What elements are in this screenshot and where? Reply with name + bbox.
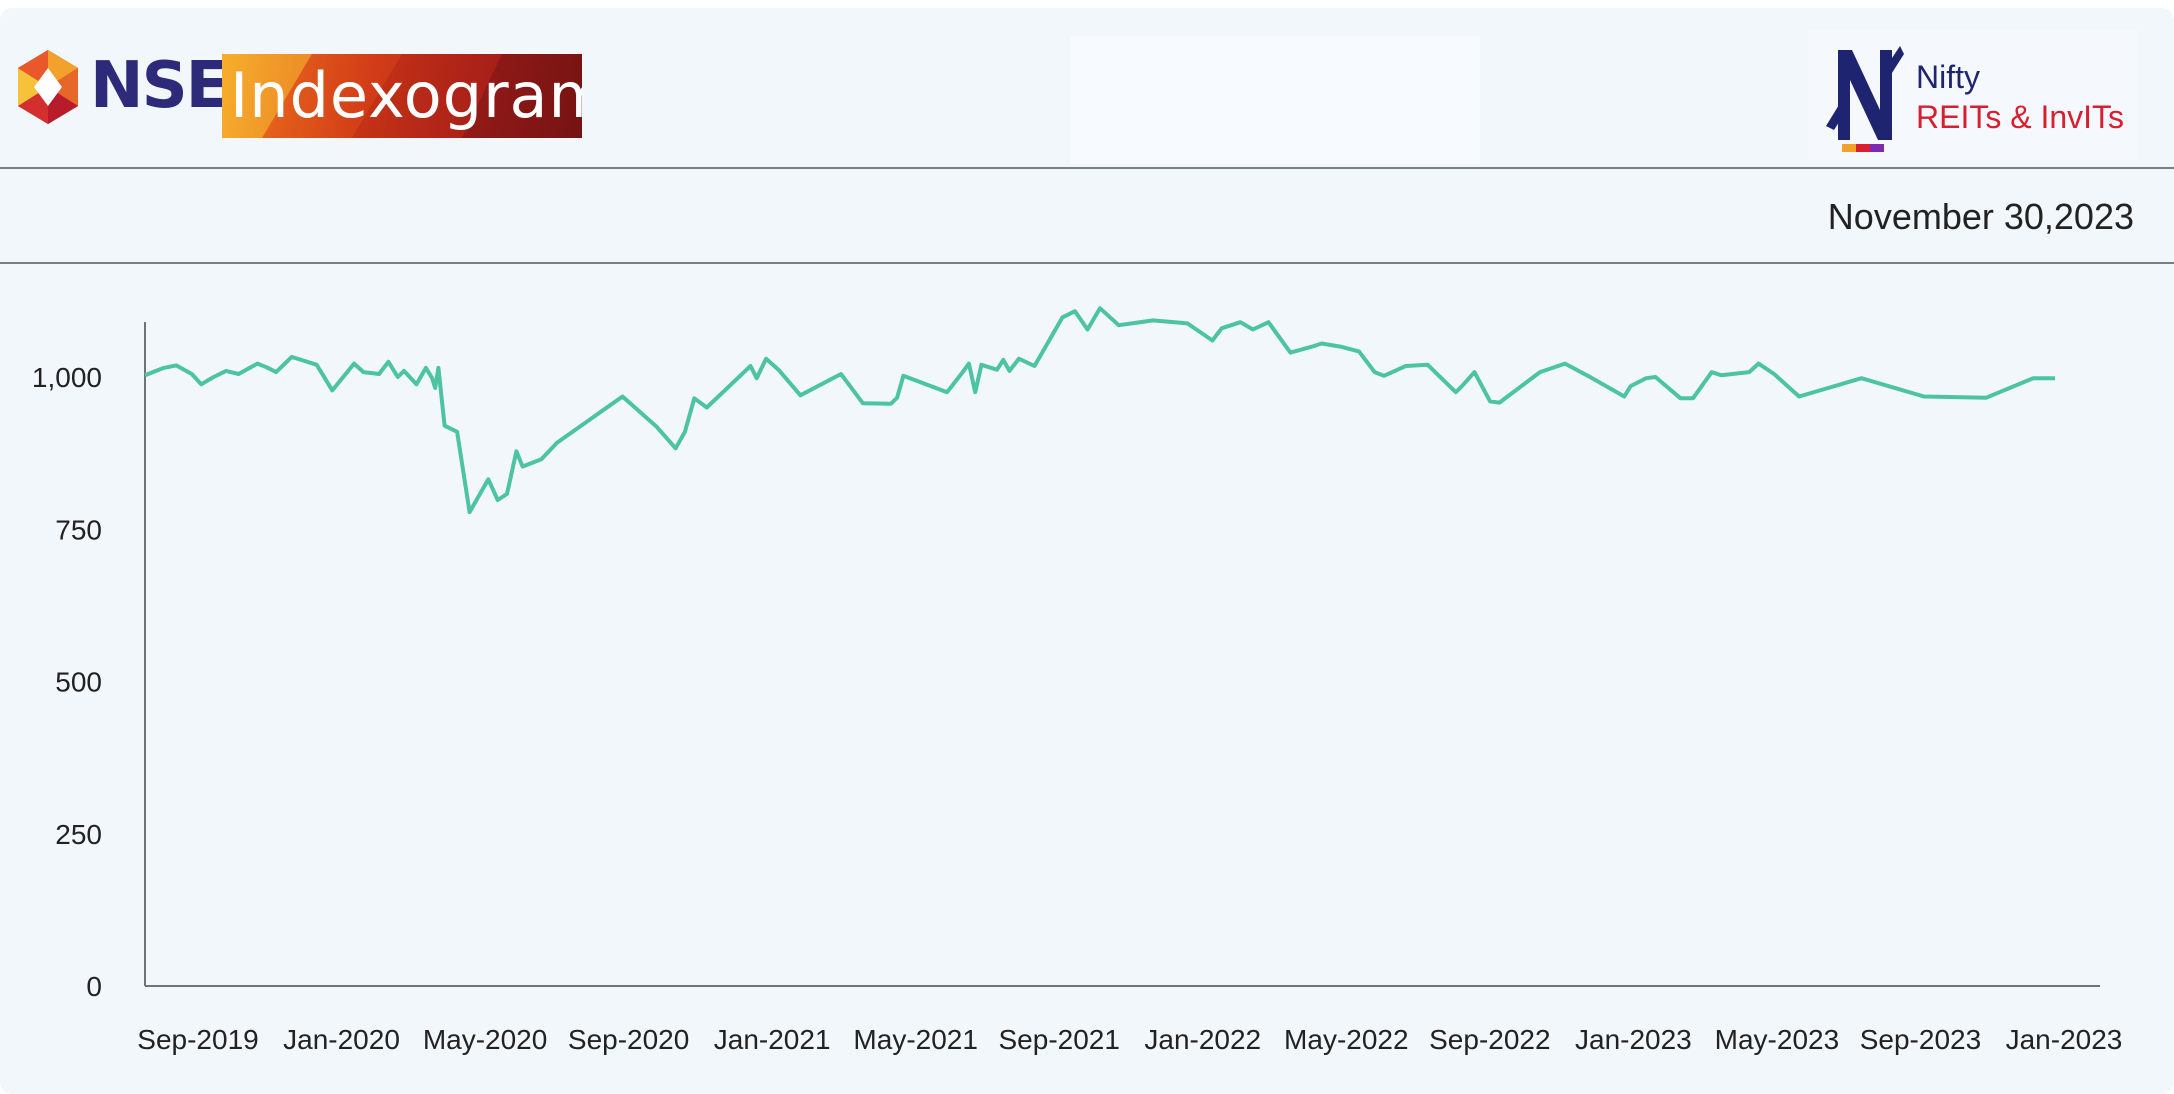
y-tick-label: 1,000 <box>32 362 102 393</box>
indexogram-title: Indexogram <box>230 59 582 132</box>
date-divider <box>0 262 2174 264</box>
x-tick-label: Jan-2020 <box>283 1024 400 1055</box>
nse-wordmark: NSE <box>90 49 229 123</box>
series-line <box>144 306 2055 515</box>
x-tick-label: Jan-2023 <box>1575 1024 1692 1055</box>
indexogram-texture <box>222 54 582 138</box>
x-tick-label: Sep-2022 <box>1429 1024 1550 1055</box>
y-tick-label: 250 <box>55 819 102 850</box>
header-blank-area <box>1070 36 1480 164</box>
indexogram-banner: Indexogram <box>222 54 582 138</box>
x-tick-label: Sep-2021 <box>999 1024 1120 1055</box>
nifty-reits-invits-logo: Nifty REITs & InvITs <box>1808 30 2138 160</box>
nifty-line2: REITs & InvITs <box>1916 99 2124 135</box>
x-tick-label: May-2022 <box>1284 1024 1409 1055</box>
report-date: November 30,2023 <box>1827 196 2134 237</box>
y-tick-label: 0 <box>86 971 102 1002</box>
nse-logo-icon <box>18 50 78 124</box>
x-tick-label: Sep-2023 <box>1860 1024 1981 1055</box>
x-tick-label: Jan-2023 <box>2006 1024 2123 1055</box>
x-tick-label: May-2023 <box>1715 1024 1840 1055</box>
chart-card <box>0 8 2174 1094</box>
x-tick-label: Jan-2021 <box>714 1024 831 1055</box>
x-tick-label: Jan-2022 <box>1144 1024 1261 1055</box>
nifty-line1: Nifty <box>1916 59 1980 95</box>
x-tick-label: Sep-2020 <box>568 1024 689 1055</box>
x-tick-label: May-2021 <box>853 1024 978 1055</box>
y-tick-label: 500 <box>55 667 102 698</box>
header-divider <box>0 167 2174 169</box>
x-tick-label: Sep-2019 <box>137 1024 258 1055</box>
x-tick-label: May-2020 <box>423 1024 548 1055</box>
header-bar: NSE Indexogram Nifty REITs & InvITs <box>0 8 2174 168</box>
y-tick-label: 750 <box>55 514 102 545</box>
